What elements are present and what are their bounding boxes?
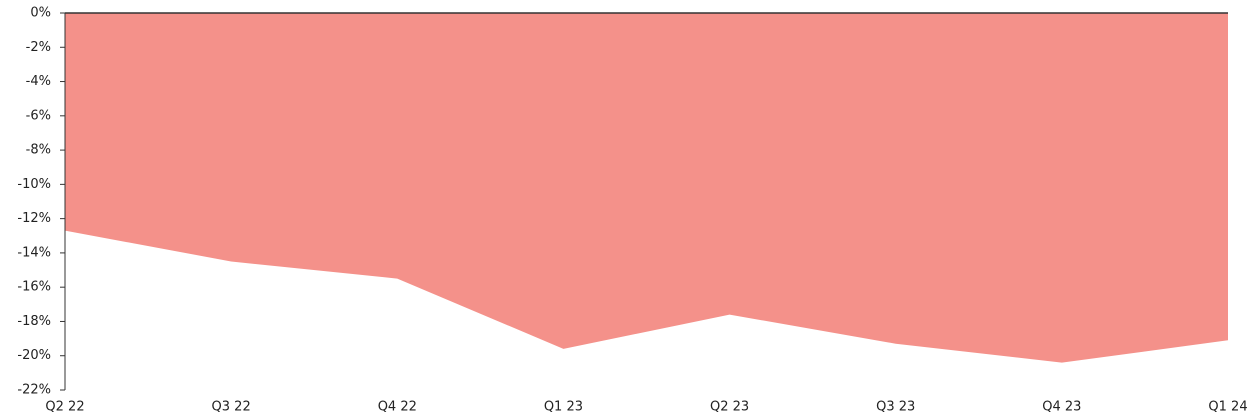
y-tick-label: 0%	[30, 6, 51, 21]
y-tick-label: -8%	[26, 143, 51, 158]
y-tick-label: -14%	[17, 245, 51, 260]
area	[65, 13, 1228, 363]
x-tick-label: Q4 23	[1042, 400, 1081, 415]
x-tick-label: Q1 24	[1208, 400, 1247, 415]
x-tick-label: Q2 22	[45, 400, 84, 415]
y-tick-label: -20%	[17, 348, 51, 363]
x-tick-label: Q2 23	[710, 400, 749, 415]
y-tick-label: -18%	[17, 314, 51, 329]
y-tick-label: -16%	[17, 280, 51, 295]
y-tick-label: -6%	[26, 108, 51, 123]
y-tick-label: -12%	[17, 211, 51, 226]
y-tick-label: -10%	[17, 177, 51, 192]
y-tick-label: -4%	[26, 74, 51, 89]
x-tick-label: Q4 22	[378, 400, 417, 415]
x-tick-label: Q1 23	[544, 400, 583, 415]
y-tick-label: -2%	[26, 40, 51, 55]
y-tick-label: -22%	[17, 383, 51, 398]
x-tick-label: Q3 23	[876, 400, 915, 415]
x-tick-label: Q3 22	[212, 400, 251, 415]
